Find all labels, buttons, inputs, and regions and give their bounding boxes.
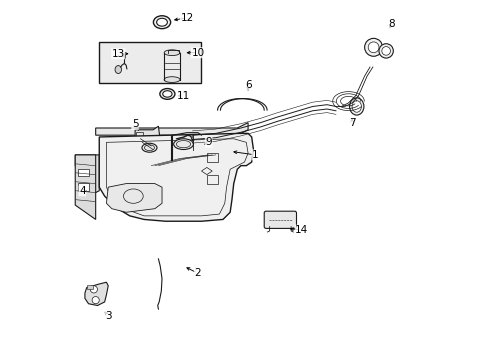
Bar bbox=[136, 132, 142, 139]
Polygon shape bbox=[75, 155, 96, 220]
Text: 1: 1 bbox=[251, 150, 258, 160]
Ellipse shape bbox=[160, 89, 175, 99]
Ellipse shape bbox=[163, 91, 172, 97]
Text: 11: 11 bbox=[177, 91, 190, 101]
Polygon shape bbox=[99, 134, 253, 221]
Ellipse shape bbox=[164, 50, 180, 55]
Bar bbox=[86, 285, 93, 289]
Text: 5: 5 bbox=[132, 120, 138, 129]
Text: 6: 6 bbox=[244, 80, 251, 90]
Text: 7: 7 bbox=[348, 118, 355, 128]
Text: 3: 3 bbox=[105, 311, 111, 321]
Ellipse shape bbox=[153, 16, 170, 29]
Text: 12: 12 bbox=[180, 13, 193, 23]
Ellipse shape bbox=[156, 18, 167, 26]
Text: 10: 10 bbox=[191, 48, 204, 58]
Bar bbox=[99, 42, 201, 83]
Text: 9: 9 bbox=[205, 138, 211, 147]
Text: 13: 13 bbox=[111, 49, 124, 59]
Polygon shape bbox=[85, 282, 108, 306]
Bar bbox=[206, 175, 217, 184]
Text: 8: 8 bbox=[387, 19, 394, 29]
Ellipse shape bbox=[164, 77, 180, 82]
Circle shape bbox=[92, 297, 99, 304]
Polygon shape bbox=[96, 123, 247, 135]
Ellipse shape bbox=[351, 101, 361, 112]
Text: 14: 14 bbox=[295, 225, 308, 235]
Ellipse shape bbox=[173, 139, 193, 149]
Bar bbox=[137, 140, 142, 144]
Circle shape bbox=[367, 42, 378, 53]
Ellipse shape bbox=[349, 98, 363, 115]
Circle shape bbox=[378, 44, 392, 58]
Circle shape bbox=[364, 39, 382, 56]
Bar bbox=[78, 183, 88, 191]
Circle shape bbox=[381, 46, 389, 55]
Polygon shape bbox=[135, 126, 160, 158]
Bar bbox=[206, 153, 217, 162]
Text: 4: 4 bbox=[79, 186, 85, 196]
FancyBboxPatch shape bbox=[264, 211, 296, 228]
Ellipse shape bbox=[142, 143, 157, 152]
Polygon shape bbox=[106, 184, 162, 212]
Bar bbox=[78, 168, 88, 176]
Circle shape bbox=[90, 286, 97, 293]
Text: 2: 2 bbox=[194, 268, 201, 278]
Polygon shape bbox=[75, 155, 99, 194]
Ellipse shape bbox=[115, 66, 121, 73]
